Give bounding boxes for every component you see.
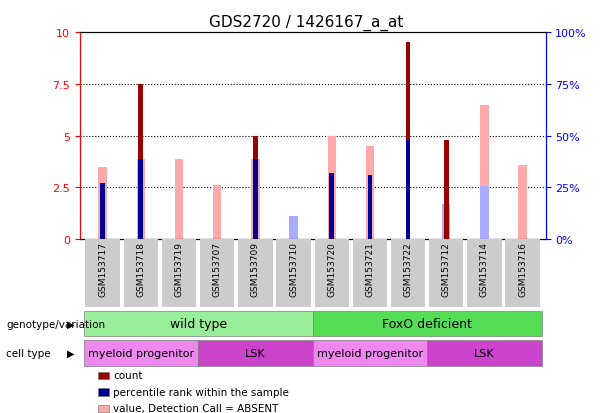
Bar xyxy=(480,187,489,240)
Bar xyxy=(366,147,374,240)
Bar xyxy=(406,140,410,240)
FancyBboxPatch shape xyxy=(200,240,234,308)
FancyBboxPatch shape xyxy=(313,340,427,366)
Text: wild type: wild type xyxy=(170,317,227,330)
Text: GSM153717: GSM153717 xyxy=(98,242,107,297)
Bar xyxy=(253,160,257,240)
Text: GSM153712: GSM153712 xyxy=(442,242,451,296)
Text: ▶: ▶ xyxy=(67,319,74,329)
Text: GSM153710: GSM153710 xyxy=(289,242,298,297)
Text: GSM153718: GSM153718 xyxy=(136,242,145,297)
FancyBboxPatch shape xyxy=(162,240,196,308)
Bar xyxy=(137,160,145,240)
Bar xyxy=(139,160,143,240)
FancyBboxPatch shape xyxy=(83,340,198,366)
FancyBboxPatch shape xyxy=(198,340,313,366)
FancyBboxPatch shape xyxy=(314,240,349,308)
Text: GSM153707: GSM153707 xyxy=(213,242,222,297)
Bar xyxy=(99,167,107,240)
Bar xyxy=(368,176,372,240)
FancyBboxPatch shape xyxy=(238,240,273,308)
FancyBboxPatch shape xyxy=(506,240,540,308)
Bar xyxy=(289,233,298,240)
Text: GDS2720 / 1426167_a_at: GDS2720 / 1426167_a_at xyxy=(209,14,404,31)
Text: cell type: cell type xyxy=(6,348,51,358)
Bar xyxy=(442,204,451,240)
Text: value, Detection Call = ABSENT: value, Detection Call = ABSENT xyxy=(113,404,279,413)
Bar xyxy=(139,85,143,240)
FancyBboxPatch shape xyxy=(427,340,542,366)
FancyBboxPatch shape xyxy=(85,240,120,308)
Text: GSM153709: GSM153709 xyxy=(251,242,260,297)
Bar xyxy=(101,184,105,240)
FancyBboxPatch shape xyxy=(313,311,542,337)
Bar xyxy=(253,136,257,240)
FancyBboxPatch shape xyxy=(429,240,463,308)
Bar xyxy=(175,160,183,240)
FancyBboxPatch shape xyxy=(467,240,501,308)
FancyBboxPatch shape xyxy=(352,240,387,308)
Text: FoxO deficient: FoxO deficient xyxy=(383,317,472,330)
Bar xyxy=(327,136,336,240)
Text: GSM153714: GSM153714 xyxy=(480,242,489,296)
Bar xyxy=(251,160,259,240)
Text: genotype/variation: genotype/variation xyxy=(6,319,105,329)
Bar xyxy=(480,105,489,240)
Text: myeloid progenitor: myeloid progenitor xyxy=(317,348,423,358)
FancyBboxPatch shape xyxy=(276,240,311,308)
FancyBboxPatch shape xyxy=(83,311,313,337)
Text: percentile rank within the sample: percentile rank within the sample xyxy=(113,387,289,397)
Bar xyxy=(519,165,527,240)
Bar xyxy=(289,217,298,240)
Text: GSM153720: GSM153720 xyxy=(327,242,336,296)
Text: GSM153716: GSM153716 xyxy=(518,242,527,297)
Bar xyxy=(406,43,410,240)
Text: ▶: ▶ xyxy=(67,348,74,358)
Text: GSM153719: GSM153719 xyxy=(175,242,183,297)
Bar xyxy=(213,186,221,240)
Text: LSK: LSK xyxy=(245,348,265,358)
Text: GSM153722: GSM153722 xyxy=(403,242,413,296)
Bar xyxy=(444,140,449,240)
Bar xyxy=(329,173,334,240)
FancyBboxPatch shape xyxy=(391,240,425,308)
Text: myeloid progenitor: myeloid progenitor xyxy=(88,348,194,358)
FancyBboxPatch shape xyxy=(124,240,158,308)
Text: LSK: LSK xyxy=(474,348,495,358)
Bar xyxy=(442,215,451,240)
Text: GSM153721: GSM153721 xyxy=(365,242,375,296)
Text: count: count xyxy=(113,370,143,380)
